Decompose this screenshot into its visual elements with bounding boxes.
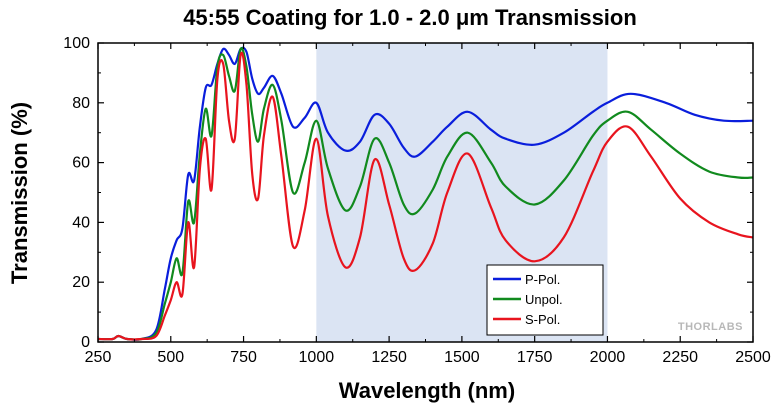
series-layer: [97, 46, 754, 341]
y-tick-label: 20: [72, 274, 90, 291]
legend-label: P-Pol.: [525, 272, 560, 287]
chart-title: 45:55 Coating for 1.0 - 2.0 μm Transmiss…: [183, 5, 637, 30]
tick-marks: [97, 42, 754, 343]
x-tick-label: 1000: [299, 349, 335, 366]
x-tick-labels: 250 500 750 1000 1250 1500 1750 2000 2250 2500: [85, 349, 771, 366]
legend-label: S-Pol.: [525, 312, 560, 327]
x-tick-label: 2500: [735, 349, 771, 366]
y-tick-label: 40: [72, 214, 90, 231]
y-tick-label: 0: [81, 334, 90, 351]
series-line-unpol: [97, 47, 754, 341]
y-tick-label: 100: [63, 35, 90, 52]
x-tick-label: 500: [157, 349, 184, 366]
x-axis-label: Wavelength (nm): [339, 378, 515, 403]
legend: P-Pol. Unpol. S-Pol.: [486, 264, 604, 336]
x-tick-label: 1250: [371, 349, 407, 366]
x-tick-label: 2250: [662, 349, 698, 366]
x-tick-label: 1500: [444, 349, 480, 366]
y-tick-label: 60: [72, 155, 90, 172]
series-line-s-pol: [97, 51, 754, 341]
y-axis-label: Transmission (%): [7, 102, 32, 284]
thorlabs-watermark: THORLABS: [678, 321, 743, 333]
x-tick-label: 750: [230, 349, 257, 366]
x-tick-label: 250: [85, 349, 112, 366]
x-tick-label: 2000: [590, 349, 626, 366]
x-tick-label: 1750: [517, 349, 553, 366]
series-line-p-pol: [97, 46, 754, 341]
legend-label: Unpol.: [525, 292, 563, 307]
y-tick-labels: 0 20 40 60 80 100: [63, 35, 90, 351]
y-tick-label: 80: [72, 95, 90, 112]
